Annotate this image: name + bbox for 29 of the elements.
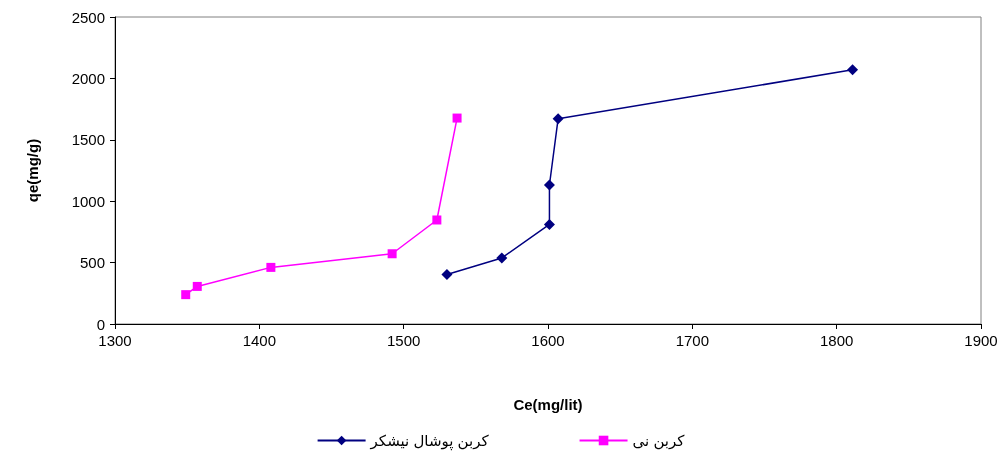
x-tick-label: 1800 (819, 332, 854, 349)
y-tick-label: 500 (79, 254, 105, 272)
point (847, 64, 859, 76)
point (441, 269, 453, 281)
x-tick-label: 1900 (964, 332, 998, 349)
legend-label: کربن نی (632, 432, 686, 450)
y-tick-label: 2500 (71, 8, 105, 26)
x-tick-label: 1500 (386, 332, 421, 349)
point (387, 249, 397, 259)
x-tick-label: 1600 (531, 332, 565, 349)
point (552, 113, 564, 125)
point (452, 113, 462, 123)
point (543, 179, 555, 191)
point (432, 215, 442, 225)
point (496, 252, 508, 264)
point (192, 281, 202, 291)
x-tick-label: 1700 (675, 332, 710, 349)
point (266, 262, 276, 272)
point (543, 218, 555, 230)
y-tick-label: 2000 (71, 69, 105, 87)
y-tick-label: 1500 (71, 131, 105, 149)
y-tick-label: 1000 (71, 192, 105, 210)
y-axis-title: qe(mg/g) (24, 138, 41, 203)
x-tick-label: 1300 (98, 332, 132, 349)
x-axis-title: Ce(mg/lit) (513, 396, 583, 413)
x-tick-label: 1400 (242, 332, 277, 349)
legend-label: کربن پوشال نیشکر (369, 432, 490, 451)
point (181, 290, 191, 300)
y-tick-label: 0 (96, 315, 105, 333)
